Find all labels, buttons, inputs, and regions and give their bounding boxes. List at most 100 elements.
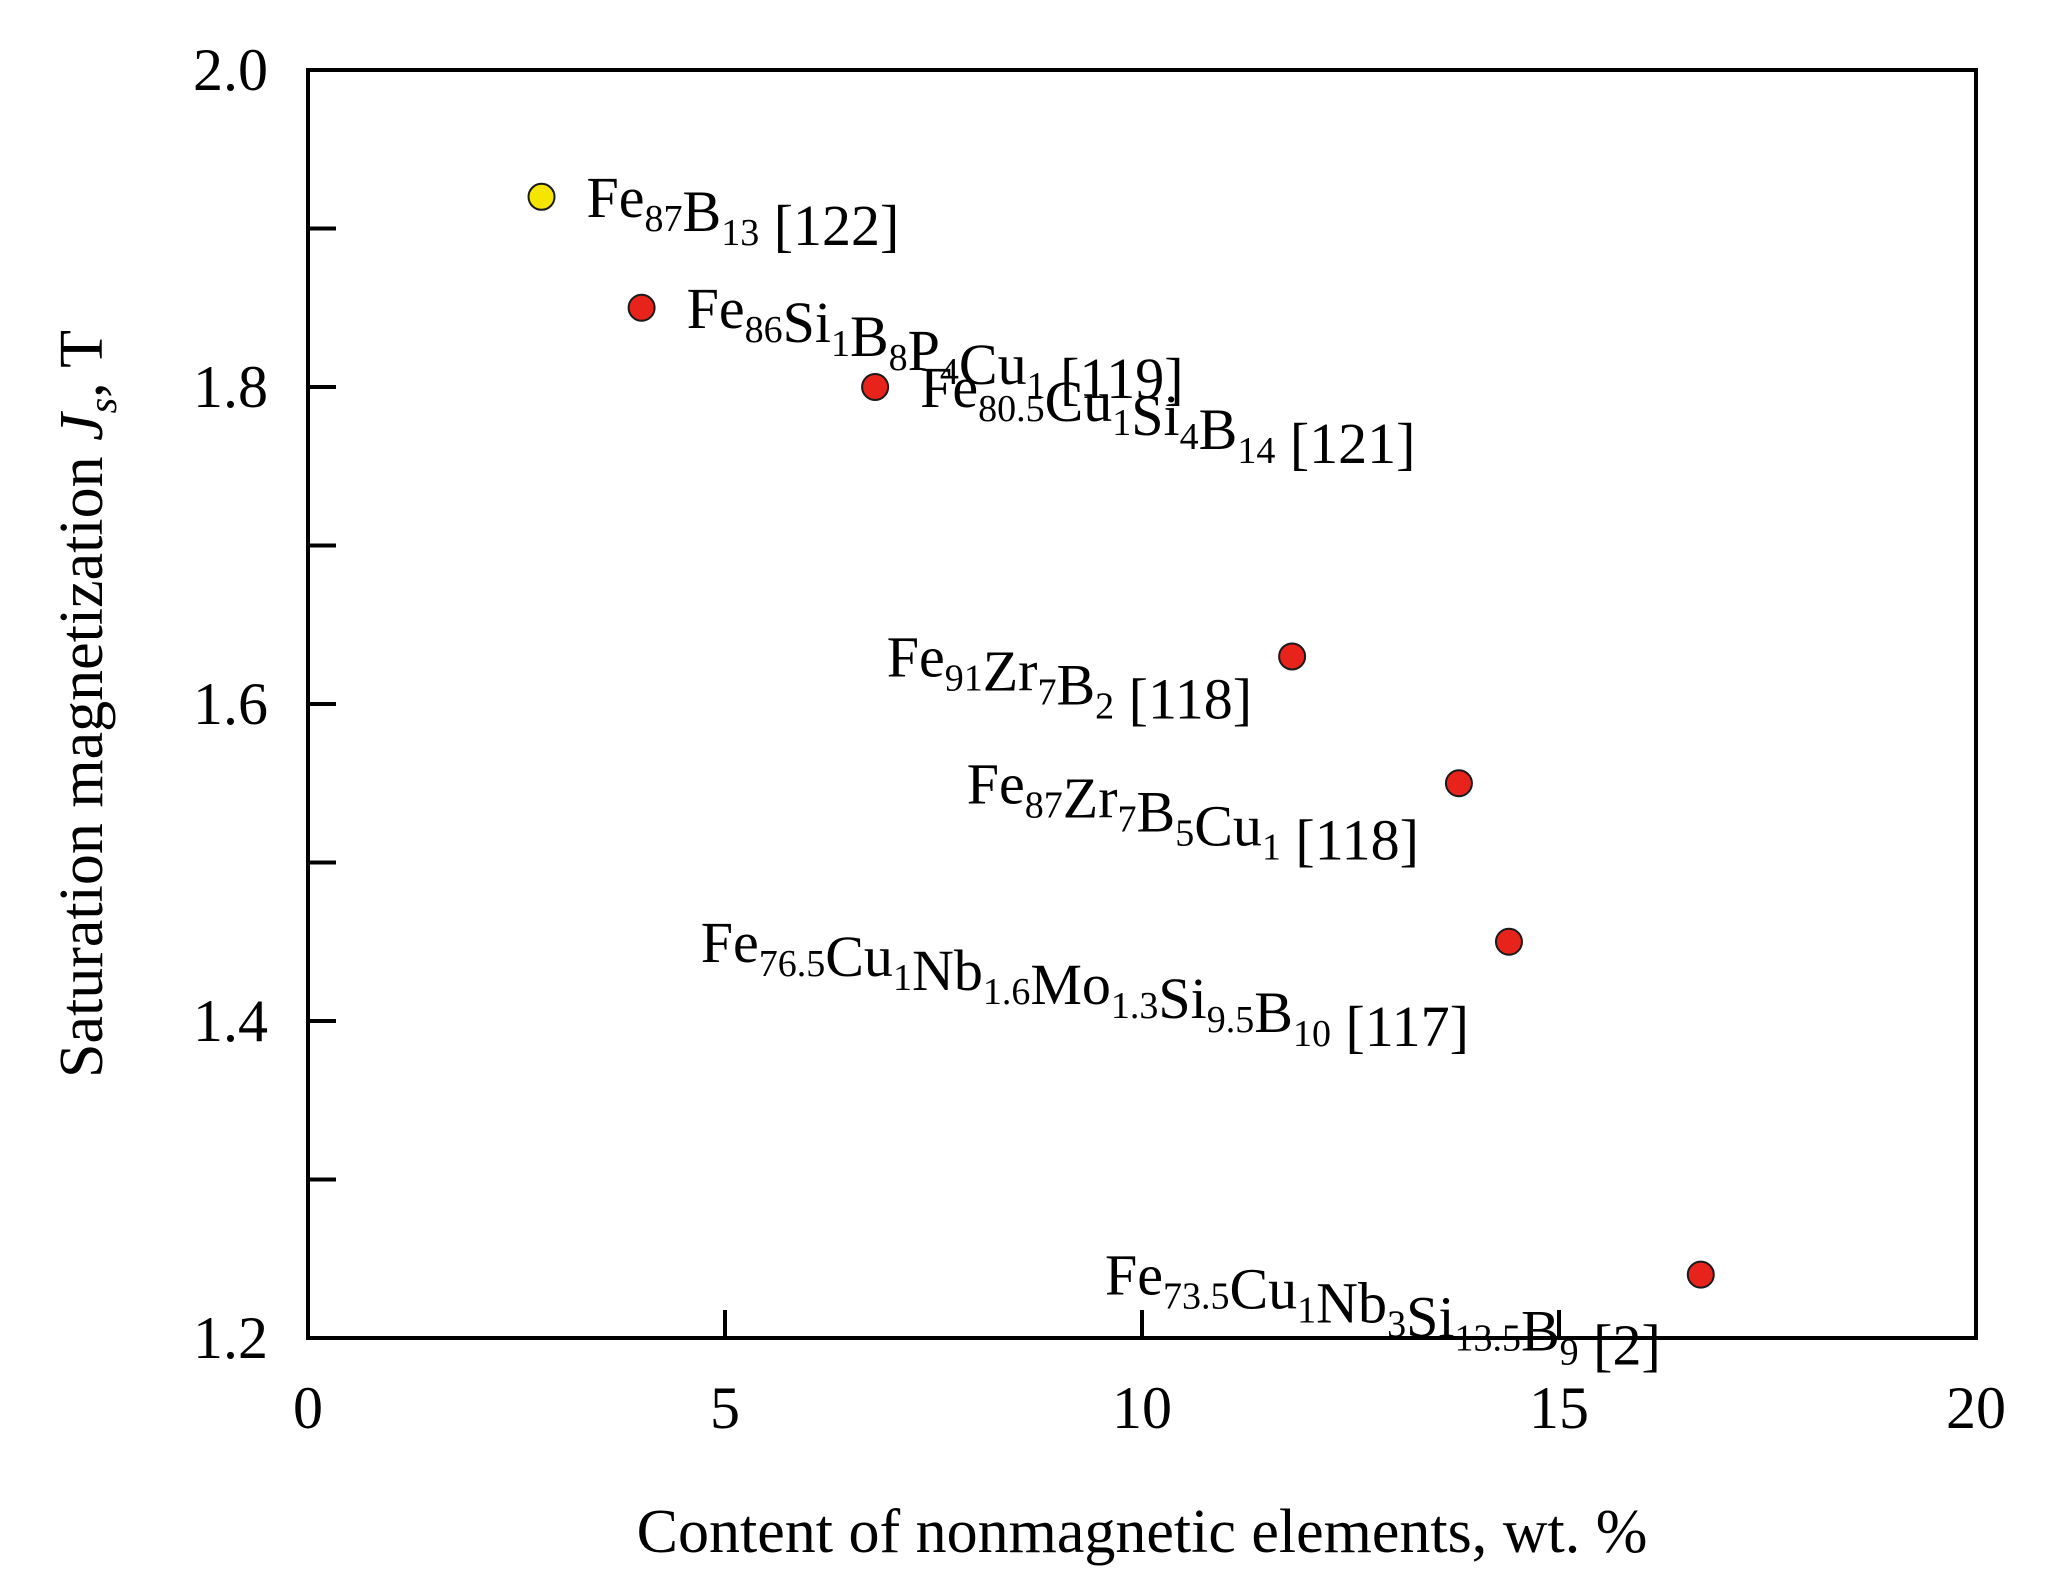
x-tick-label: 0: [293, 1375, 323, 1441]
element-symbol: Cu: [1045, 369, 1113, 434]
element-symbol: P: [908, 318, 940, 383]
element-subscript: 1: [893, 957, 912, 999]
reference-label: [118]: [1281, 807, 1419, 872]
x-axis-title: Content of nonmagnetic elements, wt. %: [637, 1498, 1648, 1566]
element-subscript: 1.3: [1111, 985, 1159, 1027]
element-subscript: 2: [1095, 685, 1114, 727]
element-symbol: Zr: [1063, 765, 1118, 830]
element-symbol: Fe: [920, 355, 978, 420]
element-symbol: Nb: [1316, 1271, 1387, 1336]
data-point: [627, 293, 656, 322]
y-tick-label: 1.2: [193, 1305, 268, 1371]
y-tick-label: 1.8: [193, 354, 268, 420]
element-subscript: 7: [1118, 798, 1137, 840]
axis-ticks: [308, 226, 1561, 1338]
element-symbol: Zr: [983, 638, 1038, 703]
element-subscript: 73.5: [1163, 1276, 1230, 1318]
element-symbol: Fe: [587, 165, 645, 230]
data-point: [1444, 769, 1473, 798]
element-subscript: 80.5: [978, 388, 1045, 430]
element-subscript: 1.6: [983, 971, 1031, 1013]
element-subscript: 4: [1180, 416, 1199, 458]
y-tick-label: 1.4: [193, 988, 268, 1054]
x-tick-label: 10: [1112, 1375, 1172, 1441]
element-symbol: Cu: [825, 924, 893, 989]
point-label: Fe73.5Cu1Nb3Si13.5B9 [2]: [1105, 1243, 1661, 1378]
x-tick-label: 5: [710, 1375, 740, 1441]
element-symbol: Si: [1131, 383, 1179, 448]
y-tick-label: 1.6: [193, 671, 268, 737]
point-label: Fe80.5Cu1Si4B14 [121]: [920, 355, 1415, 476]
element-subscript: 13.5: [1454, 1318, 1521, 1360]
element-symbol: B: [1199, 397, 1238, 462]
point-labels: Fe87B13 [122]Fe86Si1B8P4Cu1 [119]Fe80.5C…: [587, 165, 1661, 1378]
data-point: [1494, 927, 1523, 956]
element-symbol: Si: [1158, 966, 1206, 1031]
element-subscript: 1: [1297, 1290, 1316, 1332]
data-point: [527, 182, 556, 211]
element-subscript: 9: [1560, 1332, 1579, 1374]
axis-tick-labels: 1.21.41.61.82.00 5 10 15 20: [193, 37, 2006, 1441]
element-symbol: Si: [1406, 1285, 1454, 1350]
element-subscript: 87: [1025, 784, 1063, 826]
reference-label: [118]: [1114, 666, 1252, 731]
y-axis-title-suffix: , T: [48, 330, 116, 398]
reference-label: [2]: [1579, 1313, 1661, 1378]
element-symbol: Nb: [912, 938, 983, 1003]
element-symbol: Cu: [1194, 793, 1262, 858]
element-subscript: 7: [1037, 671, 1056, 713]
element-subscript: 1: [1112, 402, 1131, 444]
point-label: Fe76.5Cu1Nb1.6Mo1.3Si9.5B10 [117]: [701, 910, 1469, 1059]
data-points: [527, 182, 1715, 1289]
reference-label: [122]: [759, 193, 899, 258]
element-subscript: 4: [940, 351, 959, 393]
element-symbol: Cu: [959, 332, 1027, 397]
reference-label: [121]: [1275, 411, 1415, 476]
element-symbol: Mo: [1030, 952, 1111, 1017]
data-point: [861, 373, 890, 401]
element-subscript: 91: [945, 657, 983, 699]
element-symbol: Cu: [1229, 1257, 1297, 1322]
element-symbol: B: [683, 179, 722, 244]
element-subscript: 87: [645, 198, 683, 240]
element-symbol: Fe: [887, 624, 945, 689]
point-label: Fe87B13 [122]: [587, 165, 900, 258]
y-axis-title-symbol: J: [48, 411, 116, 441]
x-tick-label: 15: [1529, 1375, 1589, 1441]
element-symbol: B: [850, 304, 889, 369]
element-subscript: 9.5: [1207, 999, 1255, 1041]
element-subscript: 13: [721, 212, 759, 254]
reference-label: [117]: [1331, 994, 1469, 1059]
element-subscript: 1: [1027, 365, 1046, 407]
reference-label: [119]: [1046, 346, 1184, 411]
element-symbol: Fe: [1105, 1243, 1163, 1308]
element-symbol: Fe: [687, 276, 745, 341]
y-axis-title-symbol-sub: s: [80, 398, 125, 414]
point-label: Fe91Zr7B2 [118]: [887, 624, 1252, 731]
element-subscript: 14: [1237, 430, 1275, 472]
element-symbol: B: [1254, 980, 1293, 1045]
point-label: Fe86Si1B8P4Cu1 [119]: [687, 276, 1184, 411]
element-subscript: 1: [831, 323, 850, 365]
y-axis-title: Saturation magnetization Js, T: [48, 330, 125, 1078]
data-point: [1686, 1260, 1715, 1289]
element-symbol: B: [1137, 779, 1176, 844]
y-axis-title-prefix: Saturation magnetization: [48, 441, 116, 1078]
element-subscript: 86: [745, 309, 783, 351]
element-symbol: B: [1056, 652, 1095, 717]
point-label: Fe87Zr7B5Cu1 [118]: [967, 751, 1419, 872]
element-subscript: 8: [889, 337, 908, 379]
element-subscript: 76.5: [759, 943, 826, 985]
element-subscript: 3: [1387, 1304, 1406, 1346]
element-subscript: 1: [1262, 826, 1281, 868]
element-symbol: Fe: [701, 910, 759, 975]
element-symbol: B: [1521, 1299, 1560, 1364]
element-symbol: Si: [783, 290, 831, 355]
element-symbol: Fe: [967, 751, 1025, 816]
data-point: [1278, 642, 1307, 671]
y-tick-label: 2.0: [193, 37, 268, 103]
x-tick-label: 20: [1946, 1375, 2006, 1441]
element-subscript: 10: [1293, 1013, 1331, 1055]
element-subscript: 5: [1175, 812, 1194, 854]
